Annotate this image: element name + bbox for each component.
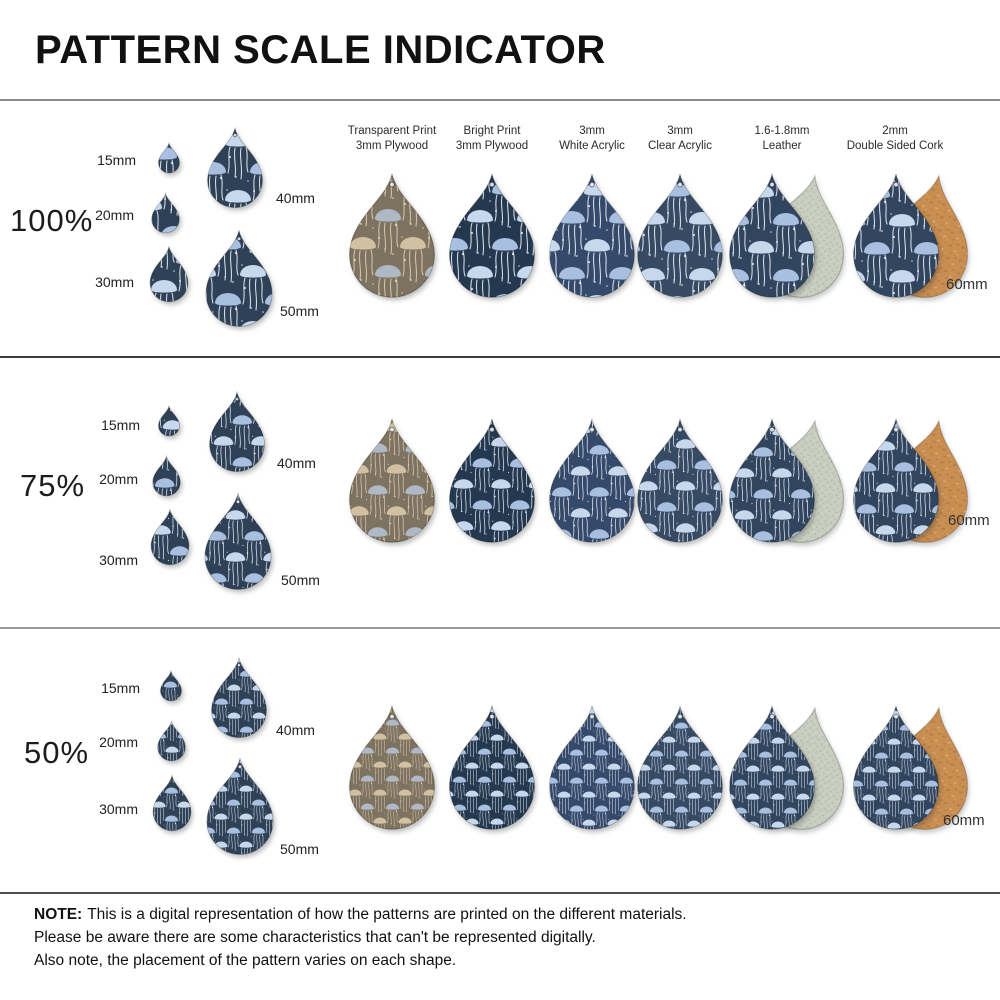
patterned-teardrop-svg (853, 704, 939, 830)
patterned-teardrop-svg (150, 508, 190, 566)
patterned-teardrop-svg (211, 656, 267, 738)
column-header-transparent-plywood: Transparent Print 3mm Plywood (317, 124, 467, 153)
column-header-line2: Clear Acrylic (648, 139, 712, 152)
patterned-teardrop-svg (209, 390, 265, 472)
size-label-20mm: 20mm (95, 207, 134, 223)
patterned-teardrop-svg (160, 669, 182, 702)
size-label-40mm: 40mm (276, 190, 315, 206)
size-label-15mm: 15mm (101, 417, 140, 433)
patterned-teardrop-svg (349, 704, 435, 830)
patterned-teardrop-svg (349, 417, 435, 543)
patterned-teardrop-svg (158, 404, 180, 437)
patterned-teardrop-svg (549, 172, 635, 298)
patterned-teardrop-svg (637, 704, 723, 830)
patterned-teardrop-svg (151, 191, 180, 234)
column-header-leather: 1.6-1.8mm Leather (707, 124, 857, 153)
patterned-teardrop-svg (349, 172, 435, 298)
patterned-teardrop-svg (157, 719, 186, 762)
patterned-teardrop-svg (204, 492, 272, 590)
note-text: NOTE: This is a digital representation of… (34, 903, 687, 972)
column-header-line1: Transparent Print (347, 125, 437, 137)
column-header-line2: 3mm Plywood (455, 139, 529, 152)
patterned-teardrop-svg (729, 417, 815, 543)
patterned-teardrop-svg (152, 454, 181, 497)
size-label-30mm: 30mm (99, 801, 138, 817)
column-header-cork: 2mm Double Sided Cork (820, 124, 970, 153)
size-label-40mm: 40mm (276, 722, 315, 738)
patterned-teardrop-svg (149, 245, 189, 303)
column-header-line1: 3mm (579, 125, 605, 137)
size-label-60mm: 60mm (948, 512, 990, 529)
divider-line (0, 356, 1000, 358)
patterned-teardrop-svg (729, 172, 815, 298)
note-label: NOTE: (34, 906, 83, 923)
patterned-teardrop-svg (449, 704, 535, 830)
note-line-1: NOTE: This is a digital representation of… (34, 906, 687, 923)
size-label-15mm: 15mm (101, 680, 140, 696)
column-header-clear-acrylic: 3mm Clear Acrylic (605, 124, 755, 153)
size-label-30mm: 30mm (95, 274, 134, 290)
size-label-50mm: 50mm (280, 303, 319, 319)
patterned-teardrop-svg (853, 172, 939, 298)
size-label-50mm: 50mm (280, 841, 319, 857)
size-label-15mm: 15mm (97, 152, 136, 168)
column-header-line2: 3mm Plywood (355, 139, 429, 152)
patterned-teardrop-svg (449, 417, 535, 543)
patterned-teardrop-svg (549, 704, 635, 830)
column-header-line1: 1.6-1.8mm (754, 125, 810, 137)
patterned-teardrop-svg (549, 417, 635, 543)
column-header-white-acrylic: 3mm White Acrylic (517, 124, 667, 153)
size-label-50mm: 50mm (281, 572, 320, 588)
size-label-60mm: 60mm (943, 812, 985, 829)
size-label-20mm: 20mm (99, 734, 138, 750)
size-label-20mm: 20mm (99, 471, 138, 487)
patterned-teardrop-svg (205, 229, 273, 327)
scale-percent-label-100: 100% (10, 203, 94, 238)
divider-line (0, 892, 1000, 894)
patterned-teardrop-svg (152, 774, 192, 832)
patterned-teardrop-svg (729, 704, 815, 830)
size-label-30mm: 30mm (99, 552, 138, 568)
scale-percent-label-75: 75% (20, 468, 86, 503)
size-label-40mm: 40mm (277, 455, 316, 471)
column-header-line2: White Acrylic (559, 139, 625, 152)
patterned-teardrop-svg (637, 417, 723, 543)
divider-line (0, 99, 1000, 101)
page-title: PATTERN SCALE INDICATOR (35, 28, 606, 72)
column-header-line1: Bright Print (463, 125, 521, 137)
patterned-teardrop-svg (449, 172, 535, 298)
column-header-line1: 2mm (882, 125, 908, 137)
note-line-3: Also note, the placement of the pattern … (34, 952, 457, 969)
note-line-2: Please be aware there are some character… (34, 929, 596, 946)
size-label-60mm: 60mm (946, 276, 988, 293)
divider-line (0, 627, 1000, 629)
patterned-teardrop-svg (207, 126, 263, 208)
scale-percent-label-50: 50% (24, 735, 90, 770)
patterned-teardrop-svg (637, 172, 723, 298)
column-header-line2: Leather (762, 139, 802, 152)
patterned-teardrop-svg (853, 417, 939, 543)
column-header-line1: 3mm (667, 125, 693, 137)
patterned-teardrop-svg (158, 141, 180, 174)
column-header-bright-plywood: Bright Print 3mm Plywood (417, 124, 567, 153)
column-header-line2: Double Sided Cork (846, 139, 944, 152)
patterned-teardrop-svg (206, 757, 274, 855)
